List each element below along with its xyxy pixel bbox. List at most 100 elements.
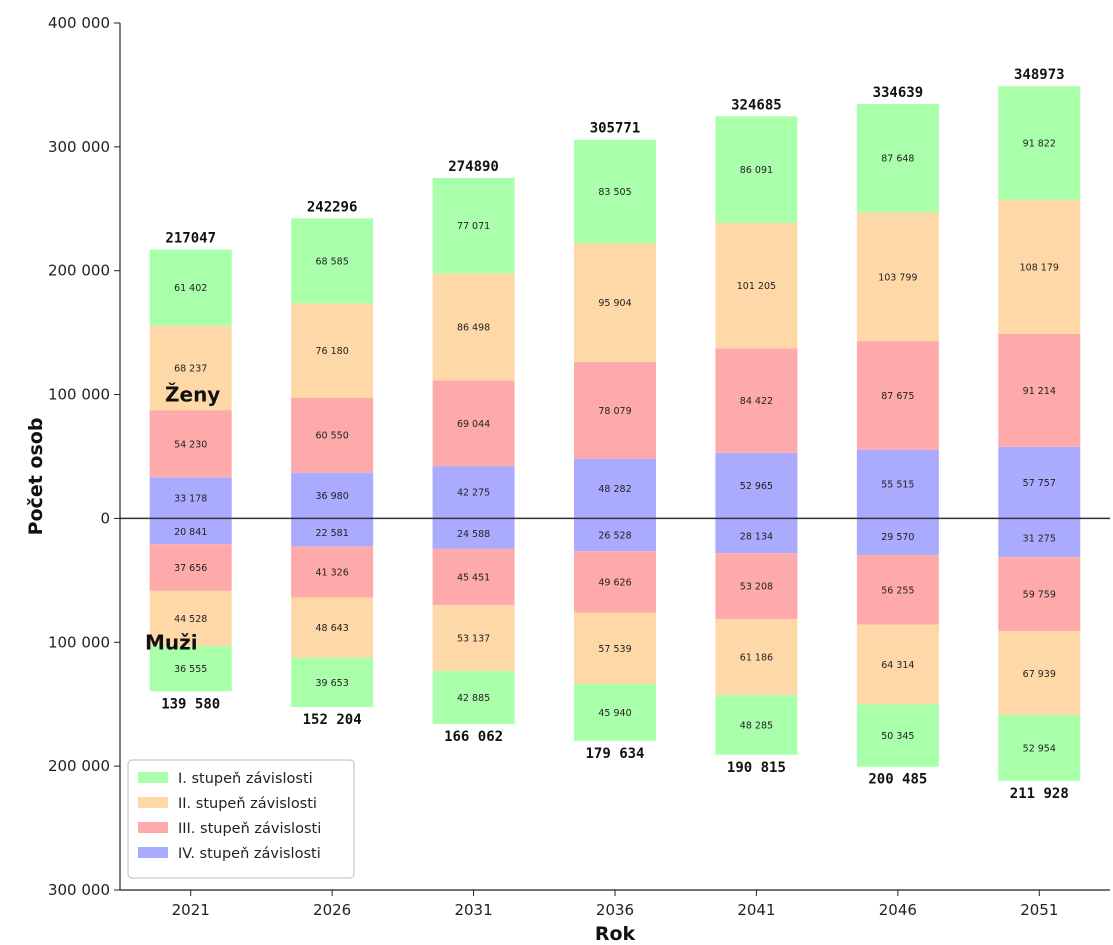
segment-label-up-2-2026: 76 180: [316, 346, 349, 357]
x-tick-label: 2051: [1020, 901, 1058, 919]
segment-label-up-3-2026: 68 585: [316, 256, 349, 267]
total-label-up-2046: 334639: [873, 85, 924, 101]
bar-up-1-2046: [856, 341, 939, 450]
legend-swatch-0: [138, 772, 168, 783]
x-tick-label: 2041: [737, 901, 775, 919]
segment-label-down-3-2021: 36 555: [174, 664, 207, 675]
segment-label-up-2-2031: 86 498: [457, 322, 490, 333]
segment-label-up-3-2036: 83 505: [598, 187, 631, 198]
segment-label-down-1-2026: 41 326: [316, 567, 349, 578]
segment-label-down-3-2031: 42 885: [457, 693, 490, 704]
segment-label-up-0-2041: 52 965: [740, 481, 773, 492]
y-axis-title: Počet osob: [25, 418, 47, 536]
segment-label-down-2-2046: 64 314: [881, 660, 914, 671]
legend-label-2: III. stupeň závislosti: [178, 821, 321, 837]
bar-down-0-2051: [998, 518, 1081, 558]
segment-label-down-0-2051: 31 275: [1023, 533, 1056, 544]
segment-label-up-2-2051: 108 179: [1020, 262, 1059, 273]
total-label-down-2036: 179 634: [585, 746, 644, 762]
segment-label-down-1-2036: 49 626: [598, 578, 631, 589]
bar-up-2-2041: [715, 222, 798, 349]
bar-up-2-2046: [856, 212, 939, 342]
bar-down-0-2031: [432, 518, 515, 549]
segment-label-up-2-2021: 68 237: [174, 363, 207, 374]
bar-up-0-2021: [149, 477, 232, 519]
bar-up-3-2026: [291, 218, 374, 304]
bar-down-0-2026: [291, 518, 374, 547]
bar-down-1-2031: [432, 548, 515, 606]
segment-label-down-3-2036: 45 940: [598, 708, 631, 719]
group-label-zeny: Ženy: [165, 383, 220, 407]
bar-up-1-2021: [149, 410, 232, 478]
segment-label-down-2-2041: 61 186: [740, 653, 773, 664]
segment-label-up-3-2031: 77 071: [457, 221, 490, 232]
bar-up-2-2021: [149, 325, 232, 411]
total-label-up-2051: 348973: [1014, 67, 1065, 83]
segment-label-up-0-2046: 55 515: [881, 480, 914, 491]
segment-label-down-1-2021: 37 656: [174, 563, 207, 574]
bar-down-0-2021: [149, 518, 232, 545]
segment-label-up-2-2041: 101 205: [737, 281, 776, 292]
segment-label-down-1-2051: 59 759: [1023, 590, 1056, 601]
segment-label-up-0-2031: 42 275: [457, 488, 490, 499]
bar-down-1-2026: [291, 546, 374, 598]
segment-label-down-2-2031: 53 137: [457, 634, 490, 645]
total-label-up-2041: 324685: [731, 97, 782, 113]
y-axis: 400 000 300 000 200 000 100 000 0 100 000 200 …: [48, 14, 121, 899]
bar-down-2-2021: [149, 590, 232, 647]
bar-up-1-2031: [432, 380, 515, 467]
legend-label-3: IV. stupeň závislosti: [178, 846, 321, 862]
bar-up-3-2051: [998, 86, 1081, 200]
x-axis: 2021 2026 2031 2036 2041 2046 2051: [120, 889, 1110, 919]
bar-down-0-2046: [856, 518, 939, 556]
legend-box: [127, 759, 355, 879]
bar-down-1-2046: [856, 555, 939, 625]
legend-swatch-2: [138, 822, 168, 833]
y-tick-label: 300 000: [48, 881, 110, 899]
total-label-down-2046: 200 485: [868, 772, 927, 788]
bar-down-3-2036: [574, 684, 656, 741]
segment-label-up-3-2051: 91 822: [1023, 139, 1056, 150]
group-label-muzi: Muži: [145, 630, 198, 654]
y-tick-label: 100 000: [48, 386, 110, 404]
bar-down-1-2036: [574, 551, 656, 613]
bar-up-3-2021: [149, 249, 232, 326]
legend-swatch-3: [138, 847, 168, 858]
bar-down-1-2051: [998, 557, 1081, 632]
segment-label-up-0-2021: 33 178: [174, 493, 207, 504]
bar-up-2-2031: [432, 273, 515, 381]
bar-up-1-2026: [291, 397, 374, 473]
bar-up-1-2051: [998, 333, 1081, 447]
bar-down-3-2026: [291, 657, 374, 707]
bar-down-2-2036: [574, 612, 656, 685]
segment-label-down-0-2036: 26 528: [598, 530, 631, 541]
legend-label-0: I. stupeň závislosti: [178, 771, 313, 787]
segment-label-up-1-2046: 87 675: [881, 391, 914, 402]
bar-up-1-2041: [715, 348, 798, 453]
segment-label-up-1-2051: 91 214: [1023, 386, 1056, 397]
y-tick-label: 400 000: [48, 14, 110, 32]
segment-label-up-2-2036: 95 904: [598, 298, 631, 309]
bar-down-2-2031: [432, 605, 515, 671]
bar-down-3-2051: [998, 715, 1081, 781]
segment-label-up-0-2036: 48 282: [598, 484, 631, 495]
total-label-up-2026: 242296: [307, 199, 358, 215]
bar-up-2-2026: [291, 303, 374, 398]
segment-label-up-1-2026: 60 550: [316, 431, 349, 442]
segment-label-up-3-2041: 86 091: [740, 165, 773, 176]
bar-down-3-2031: [432, 670, 515, 725]
x-tick-label: 2026: [313, 901, 351, 919]
segment-label-up-3-2021: 61 402: [174, 283, 207, 294]
total-label-up-2036: 305771: [590, 121, 641, 137]
bar-down-2-2026: [291, 597, 374, 658]
bar-down-1-2021: [149, 544, 232, 591]
bar-up-1-2036: [574, 361, 656, 459]
segment-label-up-1-2021: 54 230: [174, 439, 207, 450]
segment-label-down-3-2026: 39 653: [316, 678, 349, 689]
y-tick-label: 0: [100, 509, 110, 527]
segment-label-down-1-2031: 45 451: [457, 573, 490, 584]
segment-label-up-0-2051: 57 757: [1023, 478, 1056, 489]
total-label-up-2021: 217047: [165, 231, 216, 247]
segment-label-down-3-2041: 48 285: [740, 720, 773, 731]
y-tick-label: 300 000: [48, 138, 110, 156]
